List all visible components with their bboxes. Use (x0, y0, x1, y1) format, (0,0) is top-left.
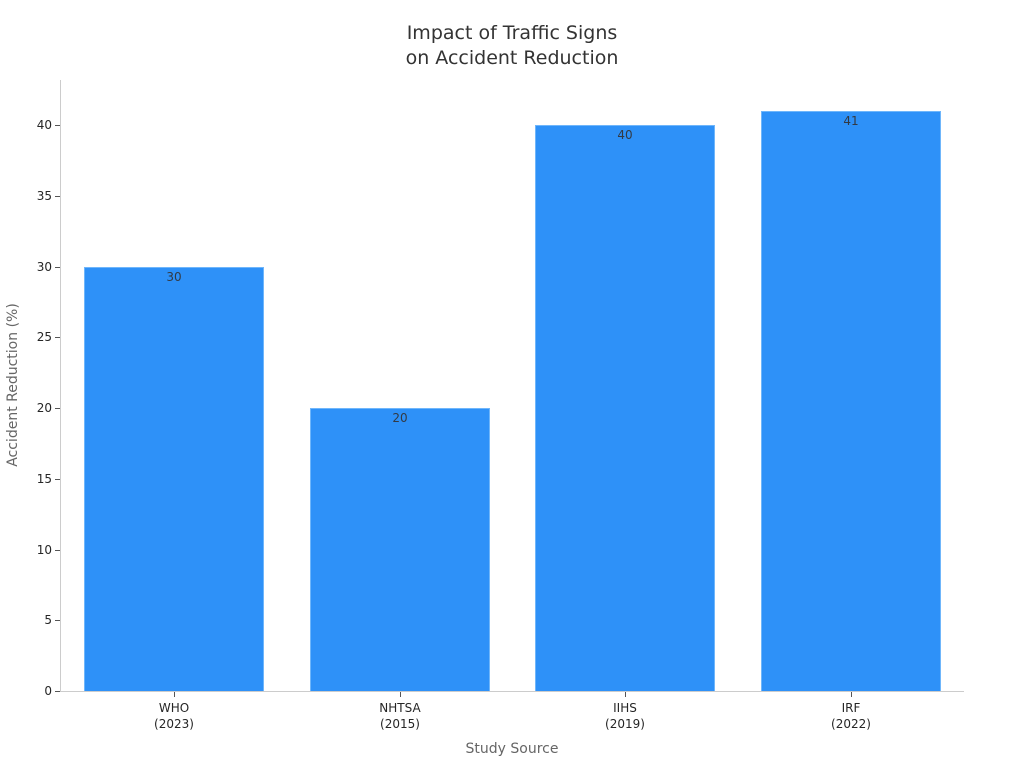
x-tick-mark (174, 692, 175, 697)
x-tick-mark (625, 692, 626, 697)
chart-title: Impact of Traffic Signs on Accident Redu… (0, 21, 1024, 71)
y-axis-title: Accident Reduction (%) (5, 303, 21, 467)
x-tick-label: IIHS (2019) (605, 701, 645, 731)
y-tick-mark (55, 691, 60, 692)
y-tick-label: 35 (36, 189, 52, 203)
bar (535, 125, 715, 691)
bar-value-label: 40 (617, 128, 633, 142)
chart-title-line-1: Impact of Traffic Signs (406, 22, 618, 44)
bar-value-label: 20 (392, 411, 408, 425)
x-tick-label: NHTSA (2015) (379, 701, 421, 731)
y-tick-label: 10 (36, 543, 52, 557)
y-tick-label: 0 (44, 684, 52, 698)
y-tick-mark (55, 267, 60, 268)
y-tick-mark (55, 479, 60, 480)
x-tick-mark (400, 692, 401, 697)
y-axis-line (60, 80, 61, 692)
y-tick-mark (55, 125, 60, 126)
bar (310, 408, 490, 691)
y-tick-label: 15 (36, 472, 52, 486)
y-tick-label: 25 (36, 330, 52, 344)
y-tick-mark (55, 620, 60, 621)
y-tick-label: 30 (36, 260, 52, 274)
x-tick-label: WHO (2023) (154, 701, 194, 731)
x-axis-line (60, 691, 964, 692)
bar (761, 111, 941, 691)
y-tick-label: 20 (36, 401, 52, 415)
x-axis-title: Study Source (465, 741, 559, 757)
bar-value-label: 30 (166, 270, 182, 284)
y-tick-label: 40 (36, 118, 52, 132)
y-tick-mark (55, 408, 60, 409)
y-tick-mark (55, 550, 60, 551)
y-tick-mark (55, 196, 60, 197)
y-tick-mark (55, 337, 60, 338)
x-tick-mark (851, 692, 852, 697)
y-tick-label: 5 (44, 613, 52, 627)
bar-value-label: 41 (843, 114, 859, 128)
bar (84, 267, 264, 691)
chart-title-line-2: on Accident Reduction (405, 47, 619, 69)
x-tick-label: IRF (2022) (831, 701, 871, 731)
